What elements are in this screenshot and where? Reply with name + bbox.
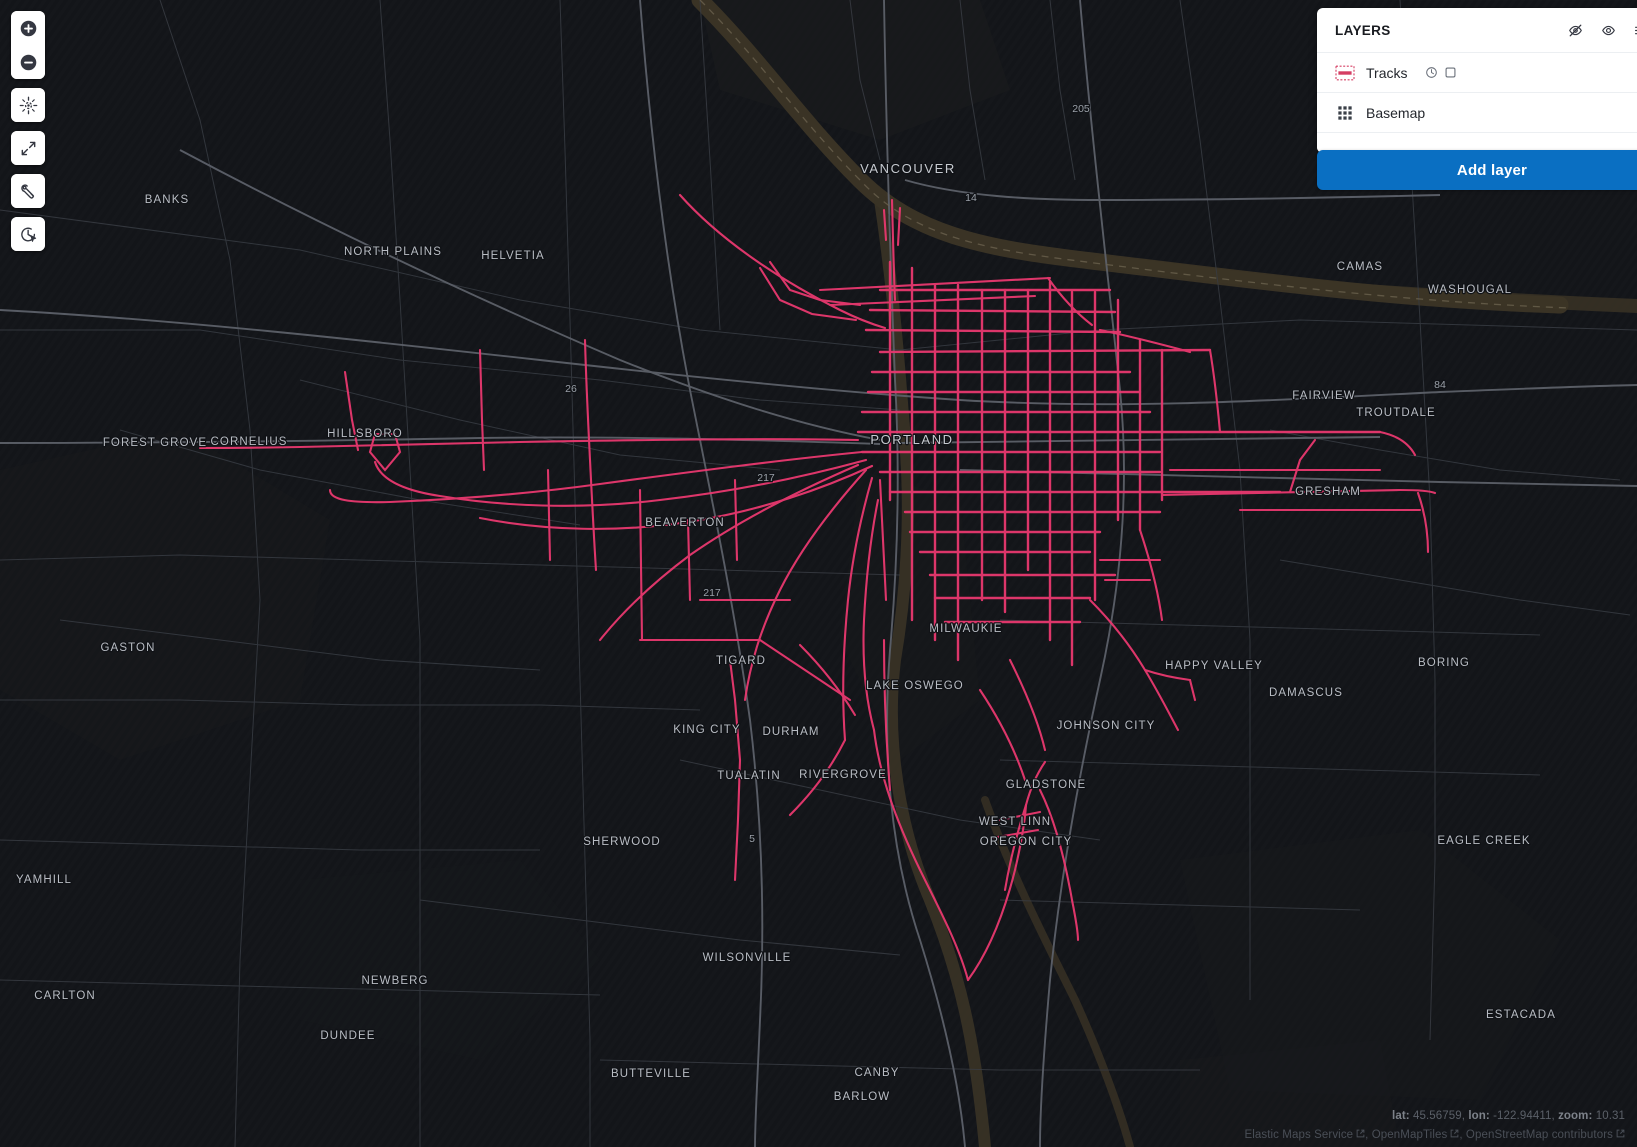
map-label: FOREST GROVE bbox=[103, 437, 207, 449]
map-label: FAIRVIEW bbox=[1292, 390, 1356, 402]
map-label: BEAVERTON bbox=[645, 517, 725, 529]
clock-cursor-icon bbox=[19, 225, 38, 244]
highway-shield-label: 84 bbox=[1434, 379, 1446, 391]
map-label: NORTH PLAINS bbox=[344, 246, 442, 258]
tracks-layer bbox=[198, 193, 1437, 982]
hide-all-layers-icon[interactable] bbox=[1565, 20, 1585, 40]
layers-panel-title: LAYERS bbox=[1335, 22, 1391, 38]
highway-shield-label: 14 bbox=[965, 192, 977, 204]
map-label: RIVERGROVE bbox=[799, 769, 887, 781]
map-label: CAMAS bbox=[1337, 261, 1383, 273]
map-label: HAPPY VALLEY bbox=[1165, 660, 1263, 672]
fullscreen-button[interactable] bbox=[11, 131, 45, 165]
map-label: TROUTDALE bbox=[1356, 407, 1436, 419]
map-label: CANBY bbox=[854, 1067, 899, 1079]
fullscreen-group bbox=[11, 131, 45, 165]
wrench-icon bbox=[19, 182, 38, 201]
map-label: CARLTON bbox=[34, 990, 96, 1002]
zoom-controls-group bbox=[11, 11, 45, 79]
map-label: BORING bbox=[1418, 657, 1470, 669]
expand-arrows-icon bbox=[19, 139, 38, 158]
highway-shield-label: 5 bbox=[749, 833, 755, 845]
zoom-out-button[interactable] bbox=[11, 45, 45, 79]
map-highway-shields: 205 14 84 26 217 217 5 bbox=[564, 102, 1447, 846]
map-label: GASTON bbox=[101, 642, 156, 654]
layers-panel-footer bbox=[1317, 133, 1637, 153]
map-label: TUALATIN bbox=[717, 770, 781, 782]
map-label: HILLSBORO bbox=[327, 428, 403, 440]
map-label: VANCOUVER bbox=[860, 161, 956, 176]
map-label: GRESHAM bbox=[1295, 486, 1361, 498]
map-label: BARLOW bbox=[834, 1091, 890, 1103]
grid-tiles-icon bbox=[1335, 103, 1355, 123]
minus-circle-icon bbox=[19, 53, 38, 72]
map-label: DAMASCUS bbox=[1269, 687, 1343, 699]
map-label: EAGLE CREEK bbox=[1437, 835, 1530, 847]
layer-row-basemap[interactable]: Basemap bbox=[1317, 93, 1637, 133]
water-features bbox=[691, 0, 1637, 1147]
map-place-labels: BANKS NORTH PLAINS HELVETIA VANCOUVER CAMAS W… bbox=[15, 160, 1556, 1104]
map-label: BUTTEVILLE bbox=[611, 1068, 691, 1080]
line-symbol-selected-icon bbox=[1335, 63, 1355, 83]
layer-name-basemap: Basemap bbox=[1366, 104, 1426, 121]
map-toolbar bbox=[11, 11, 45, 251]
highway-shield-label: 217 bbox=[703, 587, 721, 599]
layers-panel: LAYERS bbox=[1317, 8, 1637, 153]
show-all-layers-icon[interactable] bbox=[1598, 20, 1618, 40]
map-label: JOHNSON CITY bbox=[1057, 720, 1156, 732]
layers-panel-header: LAYERS bbox=[1317, 8, 1637, 53]
collapse-panel-icon[interactable] bbox=[1631, 20, 1637, 40]
map-label: NEWBERG bbox=[361, 975, 428, 987]
attribution-link-elastic-maps-service[interactable]: Elastic Maps Service bbox=[1244, 1129, 1365, 1141]
map-label: TIGARD bbox=[716, 655, 766, 667]
attribution-link-openmaptiles[interactable]: OpenMapTiles bbox=[1372, 1129, 1460, 1141]
state-boundary bbox=[699, 0, 1571, 309]
map-label: DURHAM bbox=[762, 726, 819, 738]
crosshair-icon bbox=[19, 96, 38, 115]
layer-row-tracks[interactable]: Tracks bbox=[1317, 53, 1637, 93]
map-label: ESTACADA bbox=[1486, 1009, 1556, 1021]
highway-shield-label: 26 bbox=[565, 383, 577, 395]
zoom-in-button[interactable] bbox=[11, 11, 45, 45]
map-label: YAMHILL bbox=[16, 874, 72, 886]
plus-circle-icon bbox=[19, 19, 38, 38]
map-label: LAKE OSWEGO bbox=[866, 680, 964, 692]
map-label: CORNELIUS bbox=[211, 436, 288, 448]
map-label: DUNDEE bbox=[320, 1030, 375, 1042]
map-label: KING CITY bbox=[673, 724, 740, 736]
locate-group bbox=[11, 88, 45, 122]
map-label: BANKS bbox=[145, 194, 190, 206]
tools-button[interactable] bbox=[11, 174, 45, 208]
landuse-polygons bbox=[0, 0, 1560, 1147]
map-label: WEST LINN bbox=[979, 816, 1051, 828]
highway-shield-label: 217 bbox=[757, 472, 775, 484]
map-label: OREGON CITY bbox=[980, 836, 1073, 848]
map-label: HELVETIA bbox=[481, 250, 545, 262]
layers-header-actions bbox=[1565, 20, 1637, 40]
map-attribution: Elastic Maps Service, OpenMapTiles, Open… bbox=[1244, 1129, 1625, 1141]
highway-shield-label: 205 bbox=[1072, 103, 1090, 115]
timeslider-group bbox=[11, 217, 45, 251]
map-label: WILSONVILLE bbox=[703, 952, 792, 964]
timeslider-button[interactable] bbox=[11, 217, 45, 251]
tools-group bbox=[11, 174, 45, 208]
map-label: SHERWOOD bbox=[583, 836, 661, 848]
layer-badges-tracks bbox=[1424, 65, 1458, 80]
layer-name-tracks: Tracks bbox=[1366, 64, 1408, 81]
visibility-checkbox[interactable] bbox=[1443, 65, 1458, 80]
attribution-link-openstreetmap-contributors[interactable]: OpenStreetMap contributors bbox=[1466, 1129, 1625, 1141]
map-label: MILWAUKIE bbox=[929, 623, 1002, 635]
locate-button[interactable] bbox=[11, 88, 45, 122]
map-label: PORTLAND bbox=[870, 432, 953, 447]
map-label: GLADSTONE bbox=[1006, 779, 1087, 791]
add-layer-button[interactable]: Add layer bbox=[1317, 150, 1637, 190]
time-filter-icon[interactable] bbox=[1424, 65, 1439, 80]
map-label: WASHOUGAL bbox=[1428, 284, 1512, 296]
